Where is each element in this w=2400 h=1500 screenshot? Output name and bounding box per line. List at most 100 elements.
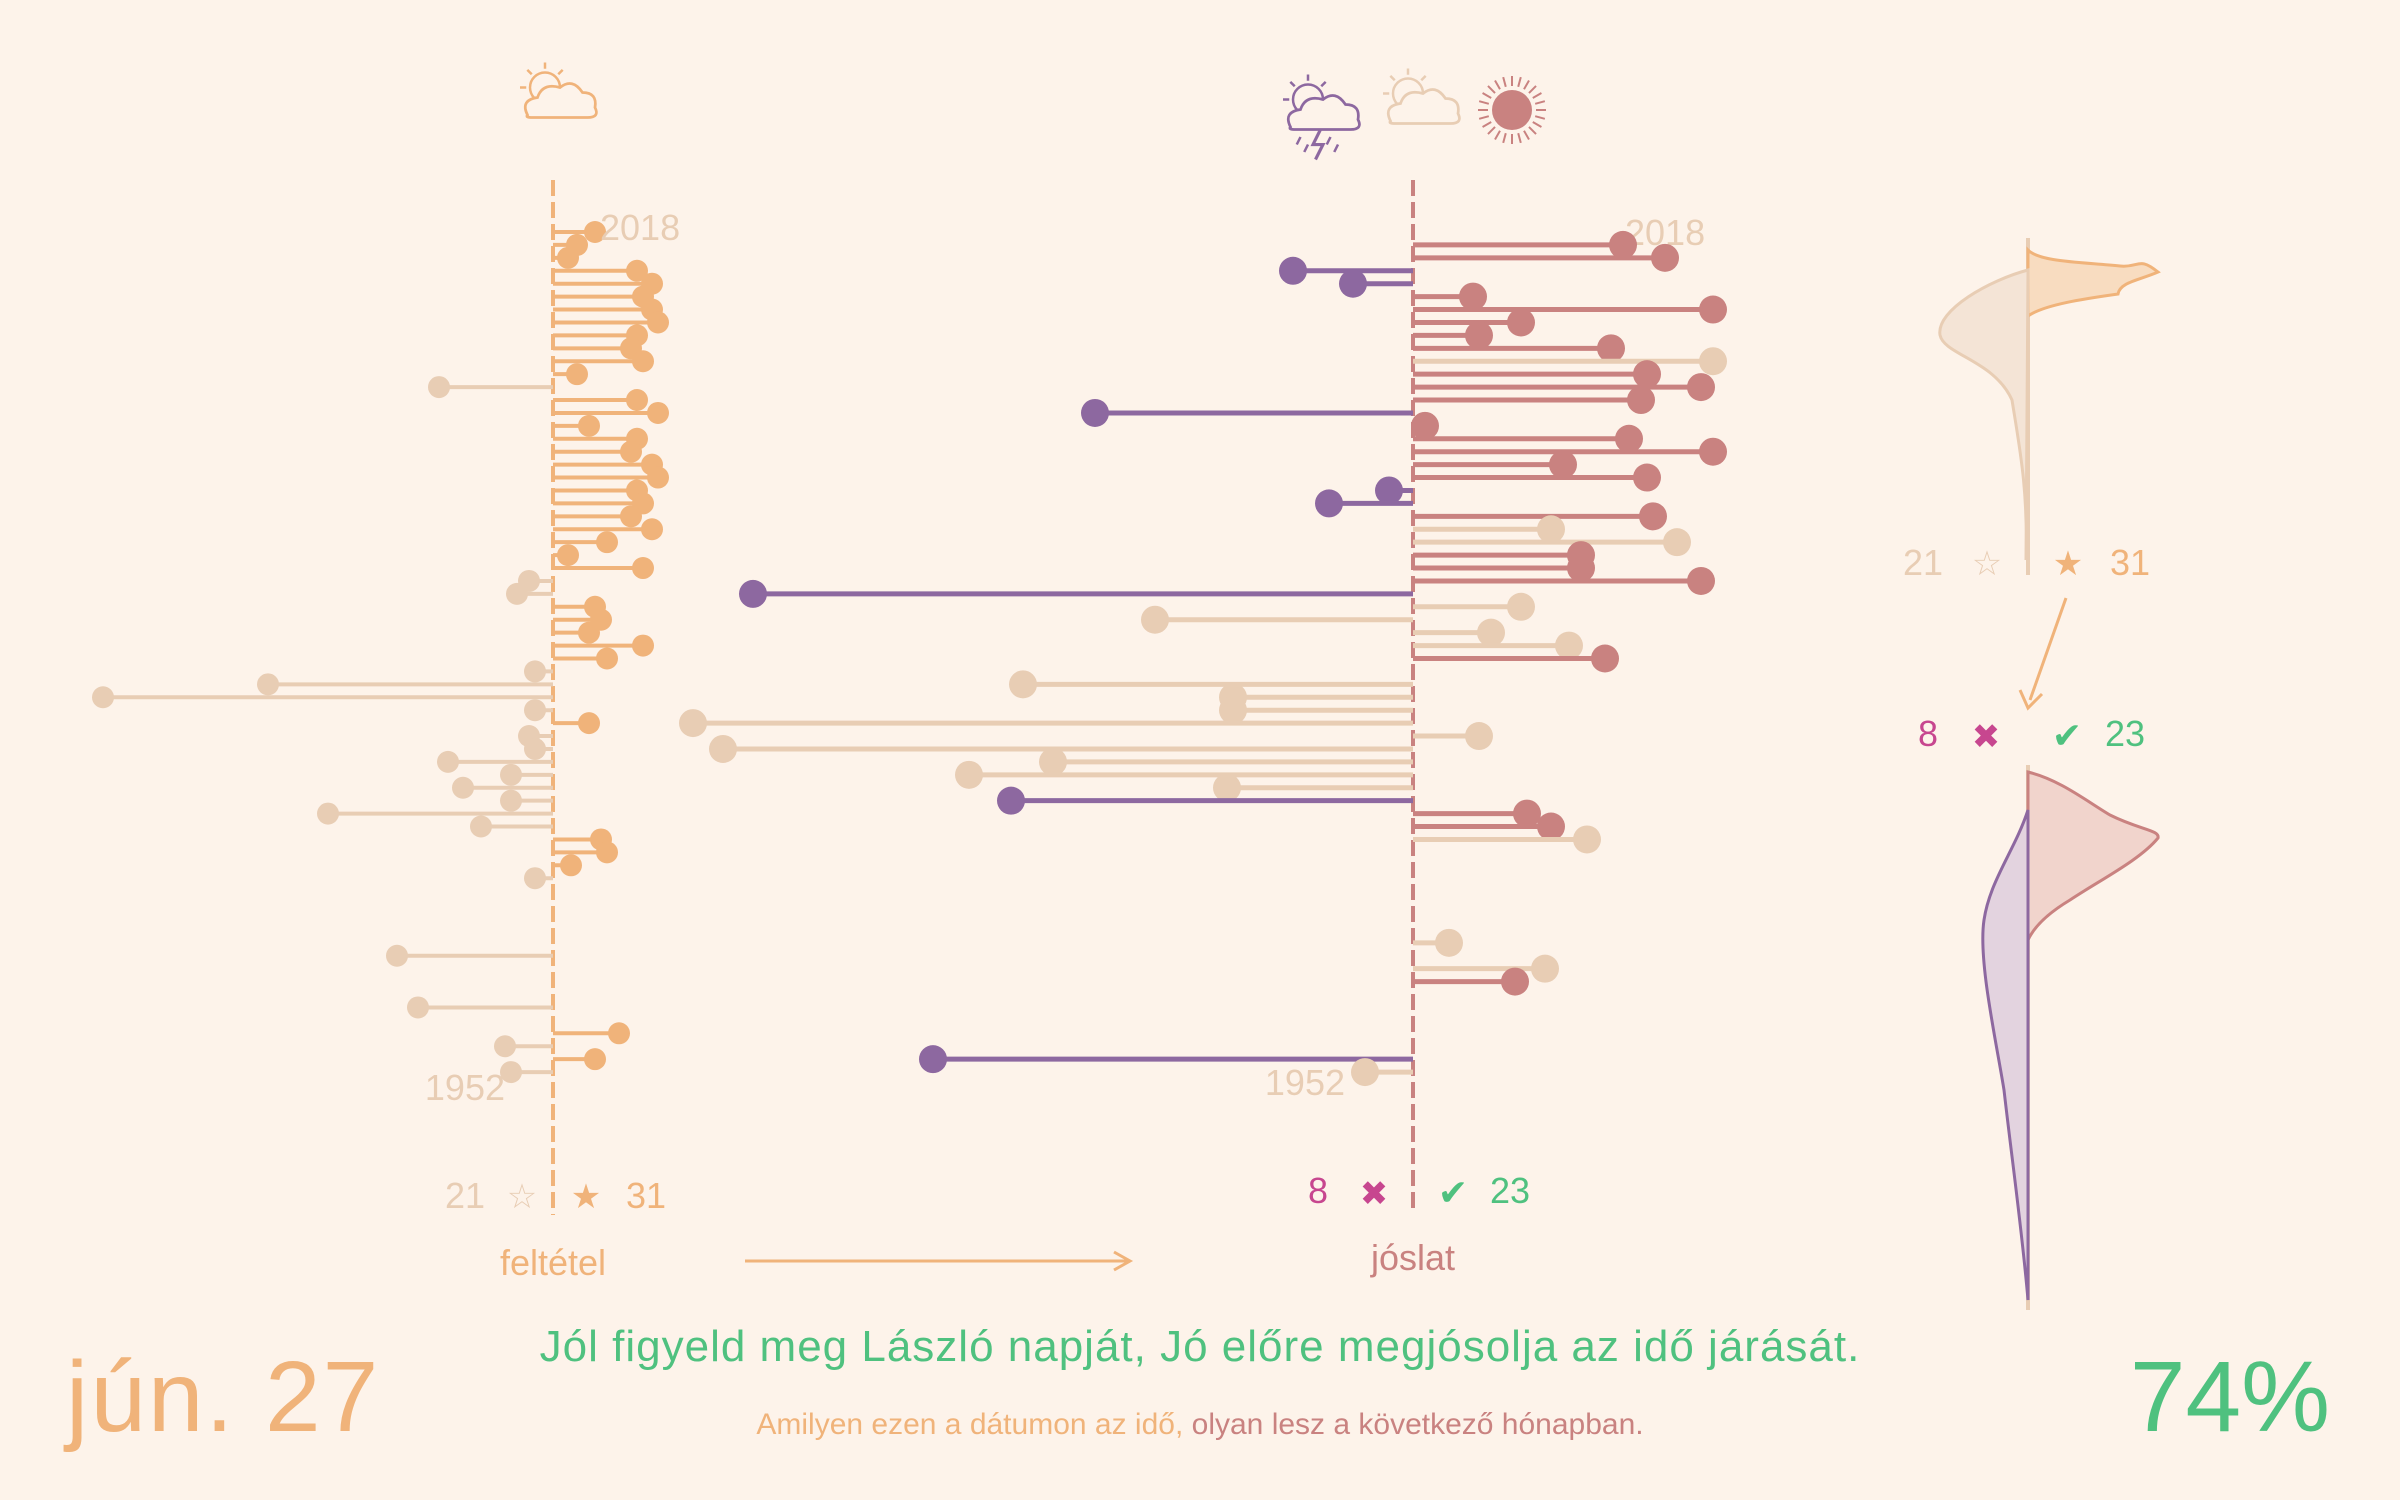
forecast-dot [709,734,737,763]
forecast-count-correct: 23 [1490,1170,1530,1211]
star-filled-icon: ★ [2053,545,2083,583]
forecast-dot [955,760,983,789]
condition-dot [578,414,600,437]
condition-dot [407,996,429,1019]
forecast-dot [1009,670,1037,699]
condition-dot [500,1061,522,1084]
condition-year-top: 2018 [600,207,680,248]
sun-ray [1502,132,1507,144]
condition-dot [317,802,339,825]
forecast-dot [1549,450,1577,479]
forecast-dot [1687,566,1715,595]
sun-ray [1528,126,1537,135]
check-icon: ✔ [1438,1172,1468,1213]
sun-ray [1494,80,1501,90]
condition-dot [494,1035,516,1058]
sun-ray [1534,115,1546,120]
condition-dot [632,350,654,373]
cloud-part [1386,88,1461,125]
condition-below-density [1938,268,2030,561]
star-outline-icon: ☆ [507,1178,537,1216]
dist-count-wrong: 8 [1918,713,1938,754]
sun-ray [1532,92,1542,99]
forecast-dot [1531,954,1559,983]
forecast-dot [997,786,1025,815]
sun-ray [1534,100,1546,105]
condition-dot [620,505,642,528]
sun-ray [1487,126,1496,135]
date-label: jún. 27 [66,1341,381,1453]
forecast-dot [1219,696,1247,725]
cloud-part [523,82,598,119]
sun-ray [1502,76,1507,88]
storm-icon [1283,74,1361,161]
forecast-dot [1699,347,1727,376]
sun-ray [1482,92,1492,99]
condition-dot [566,363,588,386]
condition-count-above: 31 [626,1175,666,1216]
subtitle-condition: Amilyen ezen a dátumon az idő, [756,1408,1184,1441]
dist-arrow-line [2028,597,2068,701]
sun-ray [557,68,564,76]
condition-dot [524,660,546,683]
condition-dot [647,466,669,489]
rain-drop [1333,143,1340,153]
forecast-dot [1477,618,1505,647]
partly-cloudy-icon [520,62,598,119]
condition-dot [500,763,522,786]
sun-ray [1389,74,1396,82]
condition-dot [596,841,618,864]
forecast-dot [1375,476,1403,505]
forecast-dot [1597,334,1625,363]
cross-icon: ✖ [1972,718,2001,756]
condition-dot [92,686,114,709]
cross-icon: ✖ [1360,1175,1389,1213]
rain-drop [1295,136,1302,146]
forecast-dot [1633,463,1661,492]
condition-dot [608,1022,630,1045]
condition-dot [452,776,474,799]
dist-arrow-head [2018,689,2044,711]
cloud-part [1286,94,1361,131]
forecast-dot [739,579,767,608]
flow-arrow-head [1113,1250,1134,1272]
condition-dot [386,944,408,967]
forecast-dot [1627,386,1655,415]
sun-icon [1478,76,1546,144]
dist-count-correct: 23 [2105,713,2145,754]
sun-ray [1532,121,1542,128]
star-outline-icon: ☆ [1972,545,2002,583]
condition-dot [470,815,492,838]
condition-dot [524,699,546,722]
sun-ray [1482,121,1492,128]
forecast-dot [1699,437,1727,466]
forecast-dot [1039,747,1067,776]
sun-ray [1517,76,1522,88]
forecast-dot [919,1045,947,1074]
condition-dot [596,531,618,554]
check-icon: ✔ [2052,715,2082,756]
forecast-dot [1567,554,1595,583]
forecast-dot [1465,321,1493,350]
forecast-wrong-density [1981,809,2030,1301]
sun-ray [1494,130,1501,140]
sun-ray [1289,80,1296,88]
sun-ray [1478,100,1490,105]
condition-dot [557,246,579,269]
sun-ray [1320,80,1327,88]
forecast-count-wrong: 8 [1308,1170,1328,1211]
forecast-dot [1141,605,1169,634]
forecast-dot [1435,928,1463,957]
condition-dot [632,634,654,657]
forecast-dot [1651,243,1679,272]
forecast-dot [1213,773,1241,802]
sun-ray [526,68,533,76]
partly-cloudy-icon [1383,68,1461,125]
forecast-axis-label: jóslat [1370,1237,1455,1278]
condition-dot [584,221,606,243]
lightning-part [1310,128,1326,161]
rain-drop [1325,136,1332,146]
condition-dot [557,544,579,567]
forecast-dot [1699,295,1727,324]
